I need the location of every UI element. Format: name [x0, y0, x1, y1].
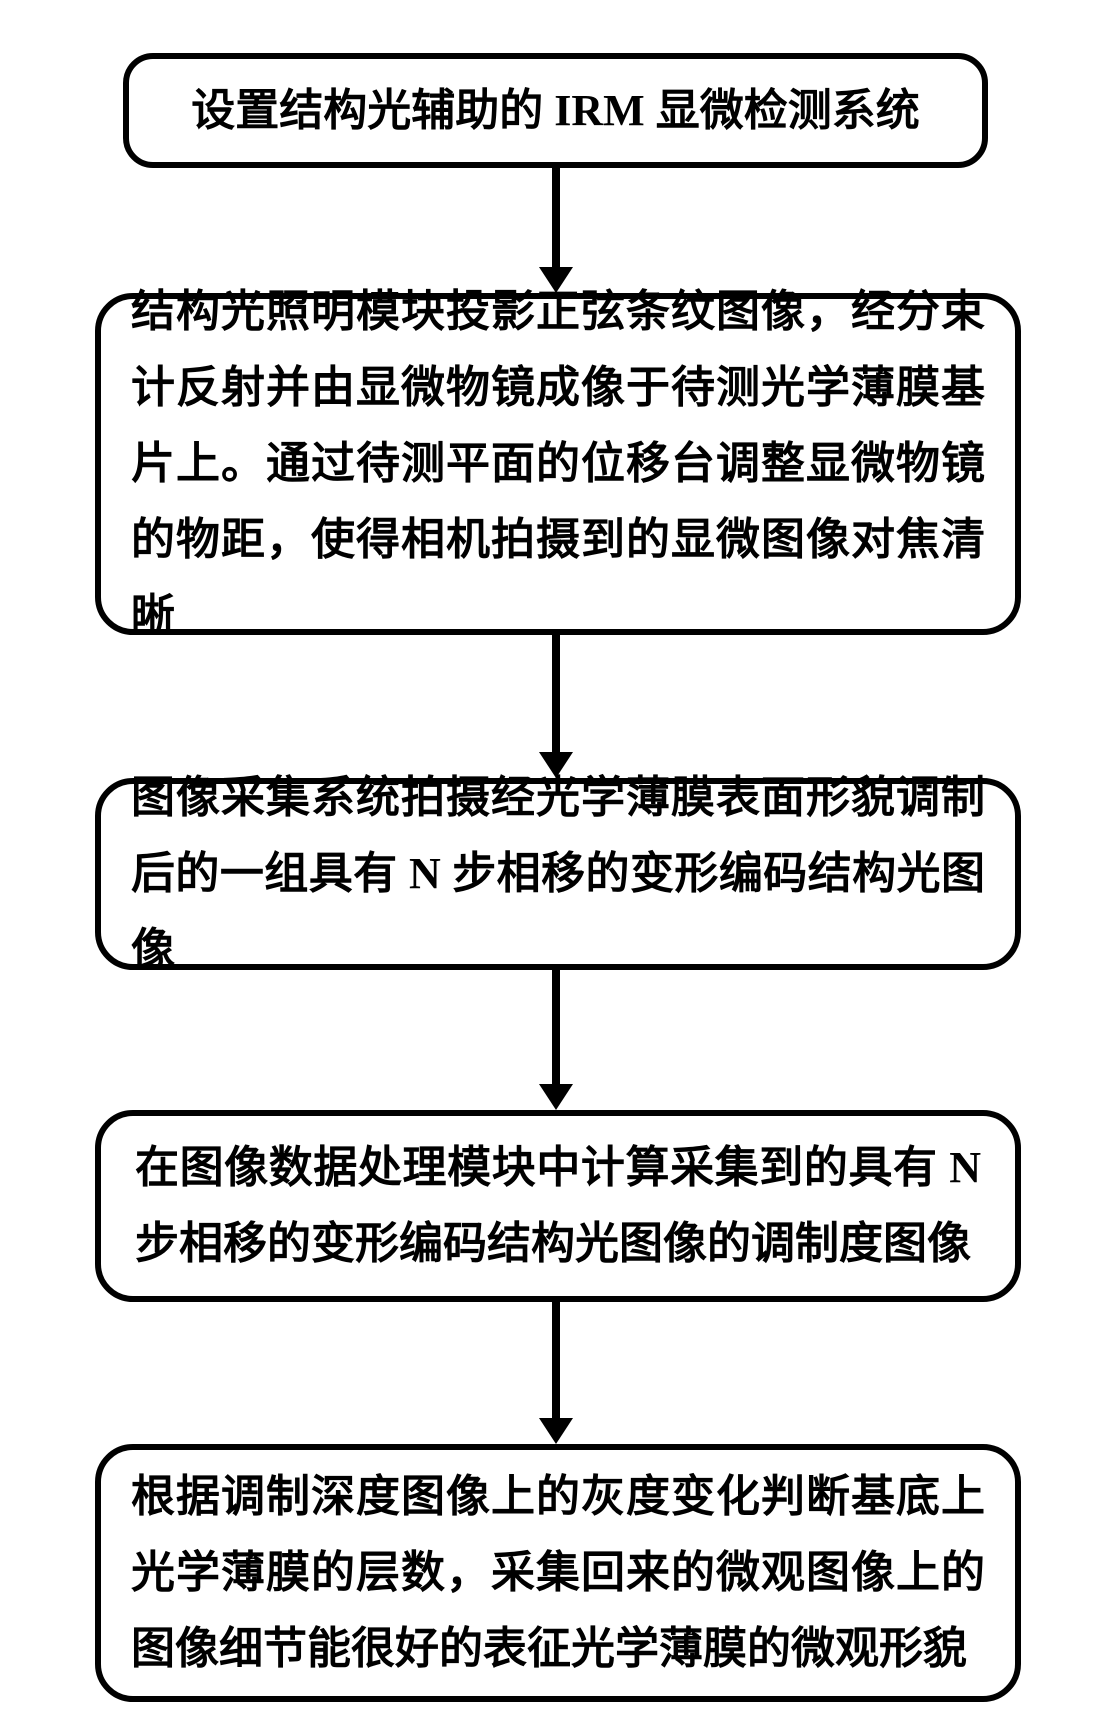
arrow-shaft [552, 635, 560, 752]
flow-node-text: 结构光照明模块投影正弦条纹图像，经分束计反射并由显微物镜成像于待测光学薄膜基片上… [101, 274, 1015, 654]
arrow-shaft [552, 168, 560, 267]
flow-node-n4: 在图像数据处理模块中计算采集到的具有 N 步相移的变形编码结构光图像的调制度图像 [95, 1110, 1021, 1302]
flow-node-text: 设置结构光辅助的 IRM 显微检测系统 [129, 83, 982, 139]
arrow-head-icon [539, 1418, 573, 1444]
arrow-head-icon [539, 1084, 573, 1110]
flow-node-text: 在图像数据处理模块中计算采集到的具有 N 步相移的变形编码结构光图像的调制度图像 [101, 1130, 1015, 1282]
arrow-head-icon [539, 752, 573, 778]
flow-node-n3: 图像采集系统拍摄经光学薄膜表面形貌调制后的一组具有 N 步相移的变形编码结构光图… [95, 778, 1021, 970]
flow-node-n2: 结构光照明模块投影正弦条纹图像，经分束计反射并由显微物镜成像于待测光学薄膜基片上… [95, 293, 1021, 635]
flow-node-text: 根据调制深度图像上的灰度变化判断基底上光学薄膜的层数，采集回来的微观图像上的图像… [101, 1459, 1015, 1687]
flow-node-n5: 根据调制深度图像上的灰度变化判断基底上光学薄膜的层数，采集回来的微观图像上的图像… [95, 1444, 1021, 1702]
arrow-head-icon [539, 267, 573, 293]
flowchart-canvas: 设置结构光辅助的 IRM 显微检测系统结构光照明模块投影正弦条纹图像，经分束计反… [0, 0, 1112, 1733]
arrow-shaft [552, 970, 560, 1084]
flow-node-text: 图像采集系统拍摄经光学薄膜表面形貌调制后的一组具有 N 步相移的变形编码结构光图… [101, 760, 1015, 988]
arrow-shaft [552, 1302, 560, 1418]
flow-node-n1: 设置结构光辅助的 IRM 显微检测系统 [123, 53, 988, 168]
